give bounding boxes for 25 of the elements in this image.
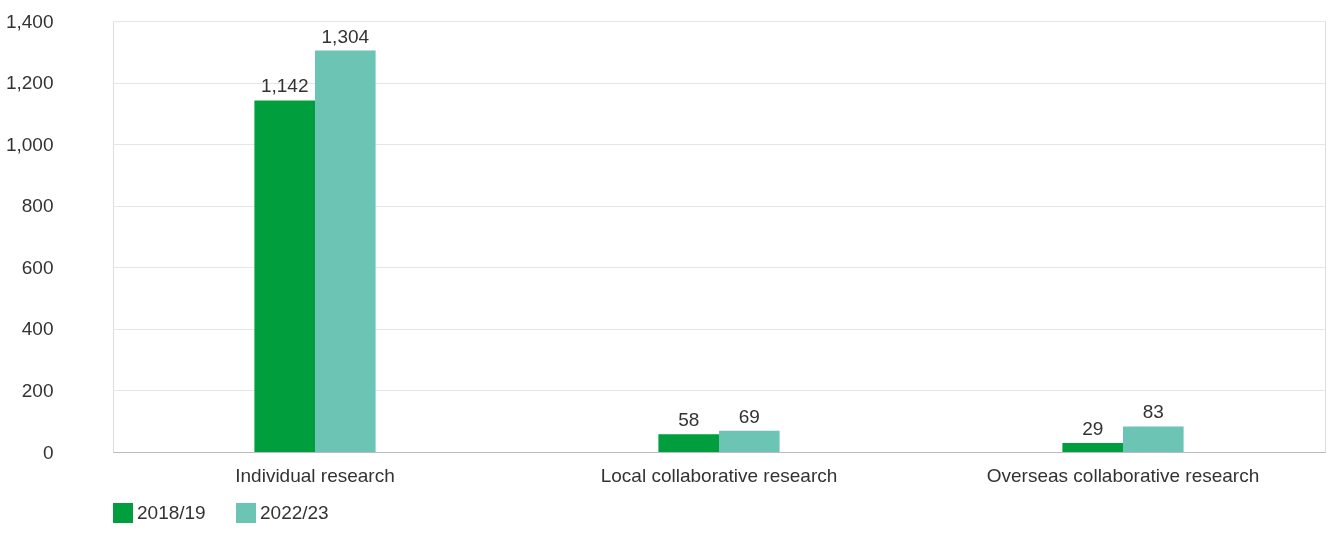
y-tick-label: 400 (21, 318, 54, 340)
legend-label: 2018/19 (137, 502, 206, 523)
y-tick-label: 1,000 (5, 133, 54, 155)
data-label: 58 (678, 409, 700, 431)
data-label: 1,142 (260, 75, 309, 97)
y-tick-label: 600 (21, 256, 54, 278)
bar (1123, 426, 1184, 452)
data-label: 29 (1082, 418, 1104, 440)
x-tick-label: Local collaborative research (600, 464, 838, 486)
data-label: 83 (1142, 401, 1164, 423)
bar (254, 100, 315, 452)
y-tick-label: 1,400 (5, 10, 54, 32)
y-tick-label: 0 (42, 441, 54, 463)
data-label: 1,304 (321, 25, 370, 47)
y-tick-label: 200 (21, 379, 54, 401)
bar (315, 50, 376, 452)
y-tick-label: 800 (21, 195, 54, 217)
bar (658, 434, 719, 452)
data-label: 69 (738, 405, 760, 427)
bar (719, 430, 780, 452)
x-tick-label: Overseas collaborative research (986, 464, 1260, 486)
x-tick-label: Individual research (235, 464, 395, 486)
legend-label: 2022/23 (260, 502, 329, 523)
bar (1062, 443, 1123, 452)
y-tick-label: 1,200 (5, 72, 54, 94)
